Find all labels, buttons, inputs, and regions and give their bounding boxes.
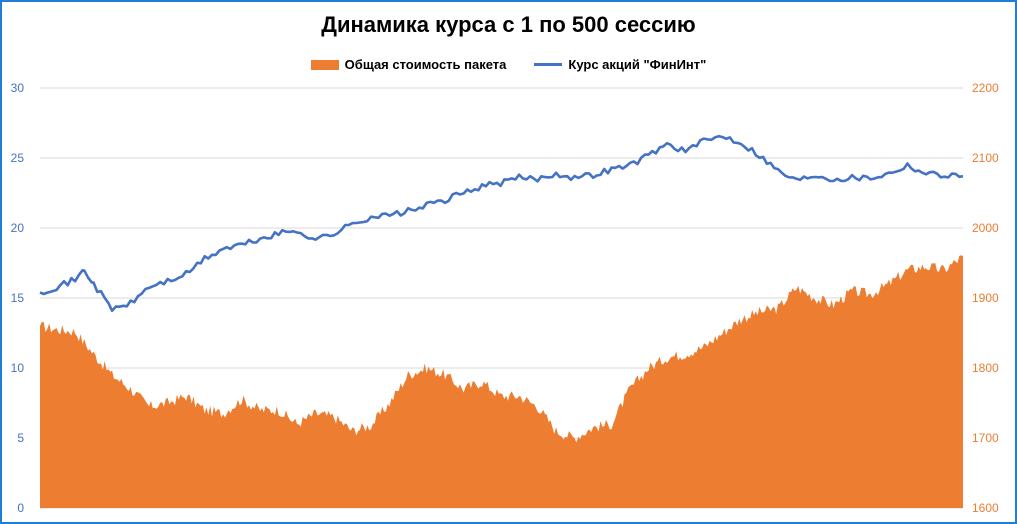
y-left-tick-label: 20 [11,221,25,235]
legend-swatch-line [534,63,563,66]
y-left-tick-label: 25 [11,151,25,165]
y-left-tick-label: 5 [17,431,24,445]
y-left-tick-label: 15 [11,291,25,305]
chart-title: Динамика курса с 1 по 500 сессию [321,12,696,37]
series-area-portfolio-value [40,255,963,508]
y-right-tick-label: 1800 [972,361,999,375]
y-right-tick-label: 1900 [972,291,999,305]
y-right-tick-label: 2000 [972,221,999,235]
legend-label-portfolio-value: Общая стоимость пакета [344,57,507,72]
chart-legend: Общая стоимость пакета Курс акций "ФинИн… [2,57,1015,72]
y-left-tick-label: 0 [17,501,24,515]
y-right-tick-label: 2100 [972,151,999,165]
y-left-tick-label: 10 [11,361,25,375]
legend-label-share-price: Курс акций "ФинИнт" [568,57,707,72]
legend-item-portfolio-value: Общая стоимость пакета [310,57,507,72]
y-right-tick-label: 1600 [972,501,999,515]
legend-item-share-price: Курс акций "ФинИнт" [534,57,706,72]
y-left-tick-label: 30 [11,81,25,95]
y-right-tick-label: 1700 [972,431,999,445]
series-line-share-price [39,134,964,313]
legend-swatch-area [310,59,339,70]
y-right-tick-label: 2200 [972,81,999,95]
